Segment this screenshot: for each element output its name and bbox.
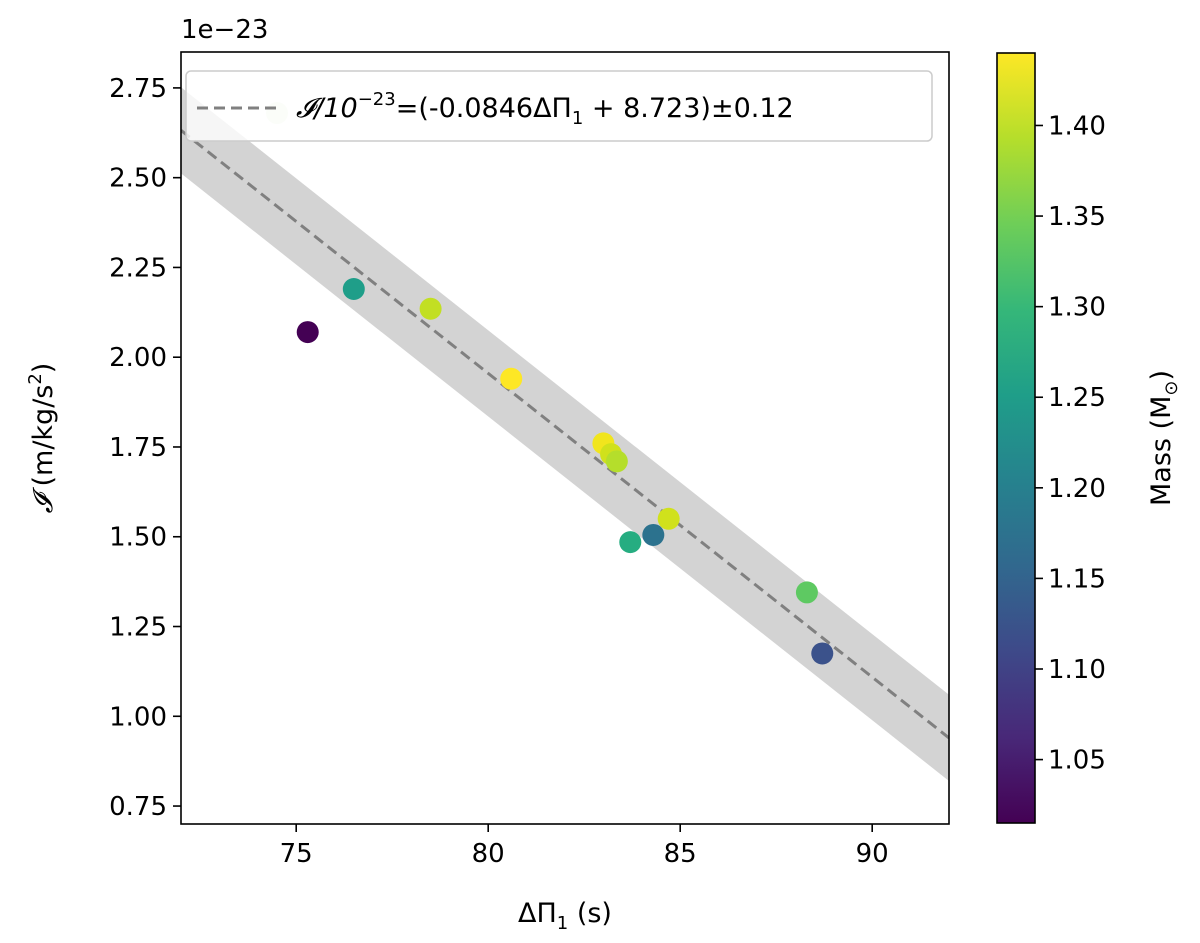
legend-box — [185, 70, 933, 142]
data-point — [642, 523, 665, 546]
colorbar-tick-label: 1.40 — [1048, 111, 1106, 141]
fit-uncertainty-band — [181, 87, 949, 781]
colorbar-tick-label: 1.30 — [1048, 293, 1106, 323]
x-axis-label: ΔΠ1 (s) — [518, 898, 612, 934]
data-point — [605, 450, 628, 473]
fit-line — [181, 129, 949, 740]
y-axis-label: 𝓘 (m/kg/s2) — [25, 363, 59, 514]
data-point — [657, 507, 680, 530]
x-tick-label: 80 — [472, 839, 505, 869]
y-tick-label: 1.75 — [109, 433, 167, 463]
colorbar-tick-label: 1.25 — [1048, 383, 1106, 413]
y-offset-label: 1e−23 — [181, 15, 268, 45]
data-point — [419, 297, 442, 320]
legend-label: 𝓘/10−23=(-0.0846ΔΠ1 + 8.723)±0.12 — [296, 89, 794, 129]
colorbar — [996, 52, 1036, 824]
y-tick-label: 2.75 — [109, 74, 167, 104]
colorbar-tick-label: 1.35 — [1048, 202, 1106, 232]
data-point — [296, 321, 319, 344]
y-tick-label: 1.25 — [109, 613, 167, 643]
colorbar-tick-label: 1.10 — [1048, 655, 1106, 685]
y-tick-label: 2.00 — [109, 343, 167, 373]
data-point — [342, 277, 365, 300]
plot-frame — [180, 51, 950, 825]
y-tick-label: 2.50 — [109, 164, 167, 194]
colorbar-tick-label: 1.20 — [1048, 474, 1106, 504]
colorbar-tick-label: 1.05 — [1048, 746, 1106, 776]
y-tick-label: 1.00 — [109, 702, 167, 732]
data-point — [795, 581, 818, 604]
x-tick-label: 75 — [280, 839, 313, 869]
data-point — [811, 642, 834, 665]
y-tick-label: 0.75 — [109, 792, 167, 822]
colorbar-label: Mass (M⊙) — [1146, 370, 1182, 506]
data-point — [500, 367, 523, 390]
legend: 𝓘/10−23=(-0.0846ΔΠ1 + 8.723)±0.12 — [185, 70, 933, 142]
colorbar-tick-label: 1.15 — [1048, 564, 1106, 594]
x-tick-label: 85 — [664, 839, 697, 869]
y-tick-label: 1.50 — [109, 523, 167, 553]
y-tick-label: 2.25 — [109, 253, 167, 283]
data-point — [619, 531, 642, 554]
x-tick-label: 90 — [856, 839, 889, 869]
